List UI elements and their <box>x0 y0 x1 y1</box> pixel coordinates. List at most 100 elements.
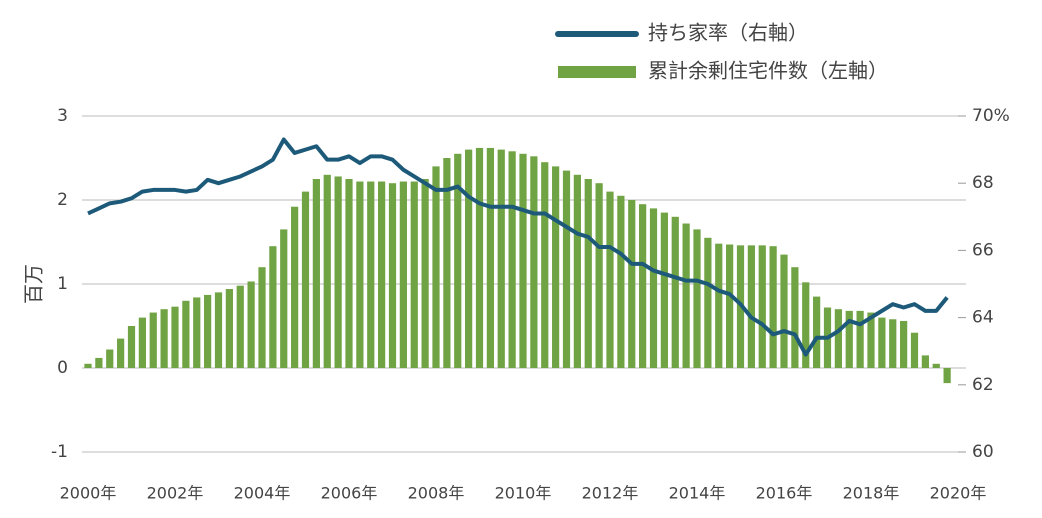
bar <box>628 200 636 368</box>
bar <box>138 317 146 368</box>
bar <box>932 363 940 368</box>
bar <box>562 170 571 368</box>
y2-tick-label: 60 <box>972 442 994 462</box>
x-tick-label: 2004年 <box>234 484 291 503</box>
y-axis-label: 百万 <box>22 264 46 304</box>
bar <box>443 158 451 368</box>
bar <box>758 245 766 368</box>
bar <box>127 326 136 368</box>
bar <box>106 349 114 368</box>
y2-tick-label: 68 <box>972 173 994 193</box>
y2-tick-label: 70% <box>972 106 1010 126</box>
bar <box>682 223 690 368</box>
bar <box>606 191 614 368</box>
bar <box>780 254 788 368</box>
y2-tick-label: 64 <box>972 308 994 328</box>
bar <box>160 309 168 368</box>
bar <box>323 174 331 368</box>
bar <box>715 243 723 368</box>
bar <box>193 297 201 368</box>
bar <box>171 306 179 368</box>
bar <box>856 310 864 368</box>
x-tick-label: 2016年 <box>756 484 813 503</box>
bar <box>541 162 549 368</box>
line <box>87 137 949 357</box>
bar <box>910 332 919 368</box>
bar <box>378 181 386 368</box>
bar <box>225 289 233 368</box>
bar <box>345 179 353 368</box>
bar <box>182 300 190 368</box>
bar <box>236 285 244 368</box>
x-tick-label: 2010年 <box>495 484 552 503</box>
y-tick-label: 3 <box>57 106 68 126</box>
bar <box>486 147 494 368</box>
bar <box>584 179 592 368</box>
bar <box>671 216 679 368</box>
bar <box>845 310 853 368</box>
x-tick-label: 2000年 <box>60 484 117 503</box>
bar <box>497 149 505 368</box>
bar <box>356 181 364 368</box>
bar <box>84 363 92 368</box>
bar <box>595 183 603 368</box>
y-tick-label: 2 <box>57 190 68 210</box>
bar <box>465 149 473 368</box>
bar <box>475 147 484 368</box>
bar <box>258 267 266 368</box>
x-tick-label: 2012年 <box>582 484 639 503</box>
bar <box>530 156 538 368</box>
bar <box>312 179 320 368</box>
y-tick-label: -1 <box>51 442 68 462</box>
bar <box>508 151 516 368</box>
bar <box>834 309 842 368</box>
x-tick-label: 2002年 <box>147 484 204 503</box>
x-tick-label: 2014年 <box>669 484 726 503</box>
bar <box>269 246 277 368</box>
bar <box>726 244 734 368</box>
bar <box>813 296 821 368</box>
x-tick-label: 2018年 <box>843 484 900 503</box>
bar <box>889 319 897 368</box>
bar <box>660 212 668 368</box>
bar <box>421 179 429 368</box>
bar <box>410 181 418 368</box>
bar <box>867 312 875 368</box>
bar <box>399 181 407 368</box>
bar <box>921 355 929 368</box>
bar <box>388 183 397 368</box>
bar <box>432 166 440 368</box>
bar <box>791 267 799 368</box>
bar <box>769 246 777 368</box>
bar <box>943 368 951 384</box>
y2-tick-label: 66 <box>972 240 994 260</box>
bar <box>519 153 527 368</box>
bar <box>802 282 810 368</box>
x-tick-label: 2006年 <box>321 484 378 503</box>
bar <box>573 174 581 368</box>
y2-tick-label: 62 <box>972 375 994 395</box>
bar <box>214 292 223 368</box>
bar <box>900 320 908 368</box>
bar <box>95 357 103 368</box>
bar <box>204 294 212 368</box>
bar <box>117 338 125 368</box>
bar <box>704 237 712 368</box>
bar <box>454 153 462 368</box>
bar <box>367 181 375 368</box>
bar <box>149 312 157 368</box>
bar <box>291 206 299 368</box>
bar <box>247 281 255 368</box>
bar <box>552 166 560 368</box>
bar <box>693 229 701 368</box>
bar <box>301 191 310 368</box>
bar <box>334 176 342 368</box>
x-tick-label: 2008年 <box>408 484 465 503</box>
legend-label: 累計余剰住宅件数（左軸） <box>648 59 888 83</box>
bar <box>878 317 886 368</box>
legend-label: 持ち家率（右軸） <box>648 21 808 45</box>
bar <box>639 204 647 368</box>
bar <box>617 195 625 368</box>
y-tick-label: 0 <box>57 358 68 378</box>
